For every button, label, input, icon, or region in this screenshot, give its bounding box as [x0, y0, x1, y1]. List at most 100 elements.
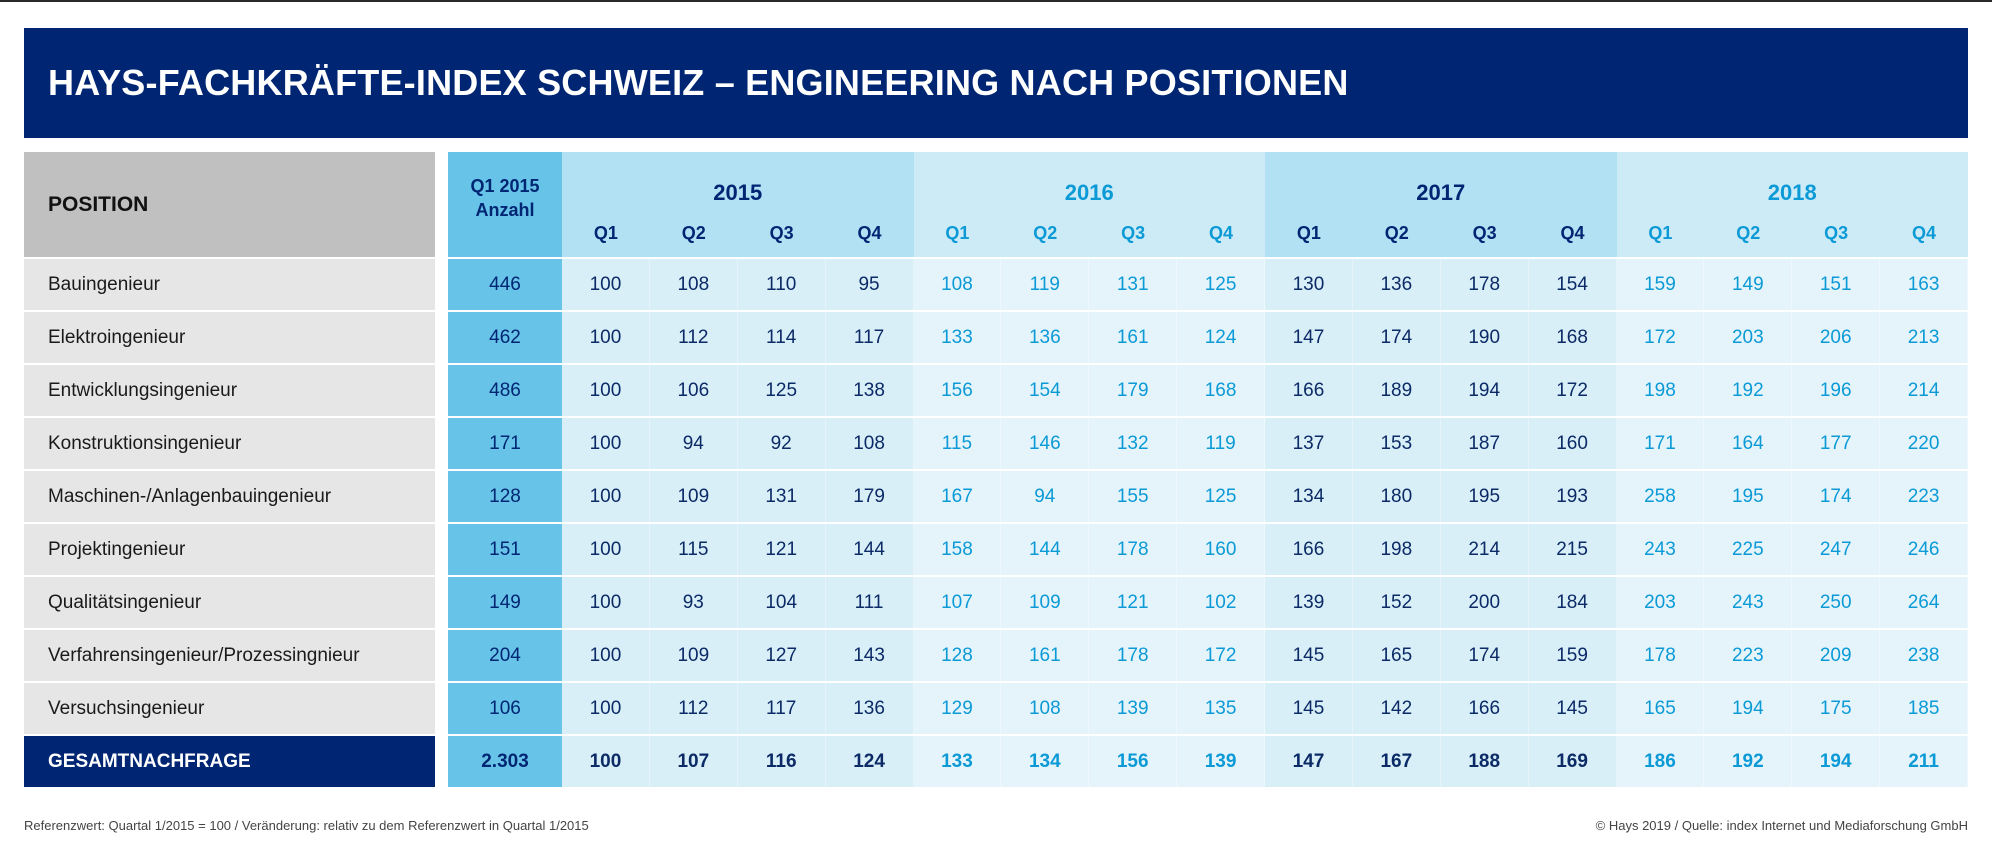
index-cell: 167 [1352, 736, 1441, 787]
index-cell: 100 [562, 630, 650, 681]
quarter-label: Q4 [1912, 223, 1937, 243]
index-cell: 243 [1616, 524, 1705, 575]
index-cell: 214 [1440, 524, 1529, 575]
position-label: Konstruktionsingenieur [24, 418, 435, 469]
index-cell: 134 [1001, 736, 1090, 787]
index-cell: 144 [825, 524, 914, 575]
index-cell: 203 [1704, 312, 1793, 363]
index-cell: 179 [825, 471, 914, 522]
index-cell: 168 [1528, 312, 1617, 363]
total-row: 2.303 100 107 116 124 133 134 156 139 147 167 188 16… [448, 736, 1968, 787]
index-cell: 160 [1177, 524, 1265, 575]
index-cell: 110 [737, 259, 826, 310]
index-cell: 136 [825, 683, 914, 734]
index-cell: 174 [1792, 471, 1881, 522]
position-label: Qualitätsingenieur [24, 577, 435, 628]
index-cell: 225 [1704, 524, 1793, 575]
index-cell: 171 [1616, 418, 1705, 469]
index-cell: 147 [1265, 736, 1353, 787]
index-cell: 200 [1440, 577, 1529, 628]
index-cell: 164 [1704, 418, 1793, 469]
index-cell: 104 [737, 577, 826, 628]
index-cell: 243 [1704, 577, 1793, 628]
index-cell: 154 [1528, 259, 1617, 310]
index-cell: 119 [1001, 259, 1090, 310]
index-cell: 153 [1352, 418, 1441, 469]
position-header: POSITION [24, 152, 435, 257]
table-row: 106 100 112 117 136 129 108 139 135 145 142 166 145 1… [448, 683, 1968, 734]
index-cell: 131 [737, 471, 826, 522]
index-cell: 143 [825, 630, 914, 681]
anzahl-header: Q1 2015 Anzahl [448, 152, 562, 257]
index-cell: 117 [737, 683, 826, 734]
index-cell: 116 [737, 736, 826, 787]
index-cell: 161 [1089, 312, 1178, 363]
index-cell: 193 [1528, 471, 1617, 522]
index-cell: 177 [1792, 418, 1881, 469]
index-cell: 161 [1001, 630, 1090, 681]
quarter-label: Q1 [1648, 223, 1673, 243]
index-cell: 188 [1440, 736, 1529, 787]
index-cell: 128 [913, 630, 1002, 681]
quarter-label: Q3 [1824, 223, 1849, 243]
index-cell: 144 [1001, 524, 1090, 575]
index-cell: 151 [1792, 259, 1881, 310]
index-cell: 192 [1704, 365, 1793, 416]
index-cell: 115 [649, 524, 738, 575]
index-cell: 214 [1880, 365, 1968, 416]
table-row: 446 100 108 110 95 108 119 131 125 130 136 178 154 15… [448, 259, 1968, 310]
index-cell: 147 [1265, 312, 1353, 363]
quarter-label: Q3 [1472, 223, 1497, 243]
index-cell: 159 [1616, 259, 1705, 310]
year-label: 2016 [1064, 180, 1114, 205]
anzahl-header-line1: Q1 2015 [470, 175, 540, 196]
index-cell: 145 [1528, 683, 1617, 734]
quarter-label: Q3 [769, 223, 794, 243]
year-header-2018: 2018 Q1 Q2 Q3 Q4 [1616, 152, 1968, 257]
index-cell: 102 [1177, 577, 1265, 628]
year-label: 2017 [1416, 180, 1466, 205]
index-cell: 167 [913, 471, 1002, 522]
index-cell: 178 [1089, 630, 1178, 681]
index-cell: 109 [649, 471, 738, 522]
index-cell: 198 [1616, 365, 1705, 416]
anzahl-cell: 2.303 [448, 736, 562, 787]
index-cell: 100 [562, 365, 650, 416]
index-cell: 187 [1440, 418, 1529, 469]
index-cell: 92 [737, 418, 826, 469]
index-cell: 178 [1440, 259, 1529, 310]
index-cell: 215 [1528, 524, 1617, 575]
index-cell: 124 [1177, 312, 1265, 363]
index-cell: 133 [913, 736, 1002, 787]
index-cell: 223 [1880, 471, 1968, 522]
index-cell: 142 [1352, 683, 1441, 734]
anzahl-cell: 486 [448, 365, 562, 416]
index-cell: 184 [1528, 577, 1617, 628]
quarter-label: Q2 [681, 223, 706, 243]
table-header: Q1 2015 Anzahl 2015 Q1 Q2 Q3 Q4 2016 Q1 Q2 Q3 Q4 2… [448, 152, 1968, 257]
index-cell: 138 [825, 365, 914, 416]
index-cell: 194 [1704, 683, 1793, 734]
index-cell: 131 [1089, 259, 1178, 310]
data-table: Q1 2015 Anzahl 2015 Q1 Q2 Q3 Q4 2016 Q1 Q2 Q3 Q4 2… [448, 152, 1968, 787]
quarter-label: Q4 [1209, 223, 1234, 243]
anzahl-cell: 462 [448, 312, 562, 363]
index-cell: 137 [1265, 418, 1353, 469]
anzahl-cell: 106 [448, 683, 562, 734]
anzahl-cell: 204 [448, 630, 562, 681]
index-cell: 100 [562, 736, 650, 787]
index-cell: 145 [1265, 683, 1353, 734]
anzahl-cell: 149 [448, 577, 562, 628]
index-cell: 109 [1001, 577, 1090, 628]
index-cell: 258 [1616, 471, 1705, 522]
index-cell: 139 [1089, 683, 1178, 734]
anzahl-header-line2: Anzahl [475, 199, 535, 220]
position-label: Elektroingenieur [24, 312, 435, 363]
index-cell: 158 [913, 524, 1002, 575]
index-cell: 100 [562, 312, 650, 363]
table-row: 128 100 109 131 179 167 94 155 125 134 180 195 193 25… [448, 471, 1968, 522]
index-cell: 107 [649, 736, 738, 787]
anzahl-cell: 446 [448, 259, 562, 310]
index-cell: 100 [562, 524, 650, 575]
index-cell: 169 [1528, 736, 1617, 787]
